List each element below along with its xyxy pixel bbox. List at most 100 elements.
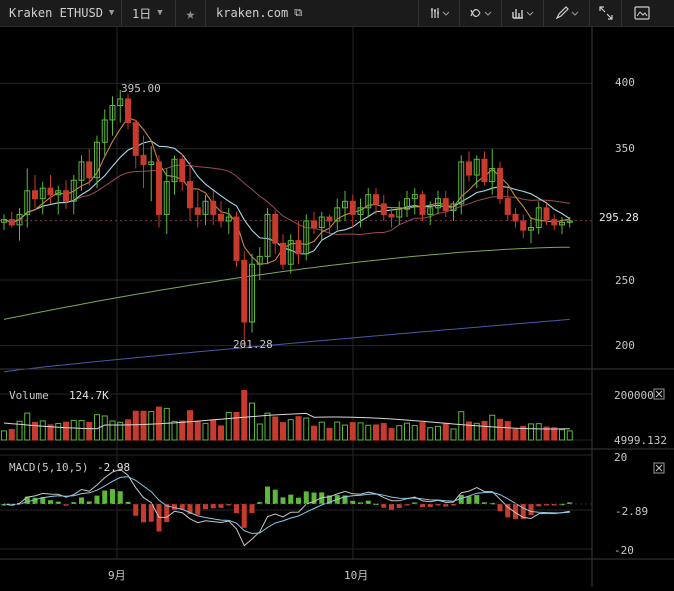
candle-body [16,213,23,226]
price-pane [1,89,573,373]
candle-body [8,219,15,226]
close-macd-icon[interactable] [653,462,665,474]
volume-bar [1,430,7,441]
volume-bar [264,412,271,441]
candle-body [117,98,124,107]
candle-body [280,242,286,265]
candle-body [466,161,472,176]
candle-body [264,213,271,257]
macd-histogram-bar [474,495,480,504]
bar-style-button[interactable] [418,0,460,26]
chart-type-button[interactable] [502,0,544,26]
chart-area[interactable]: 400 350 250 200 295.28 395.00 201.28 Vol… [0,27,674,587]
macd-histogram-bar [48,500,53,504]
volume-bar [187,410,193,441]
volume-bar [218,425,224,441]
candle-body [109,105,116,121]
volume-bar [86,421,93,441]
volume-bar [311,425,317,441]
macd-histogram-bar [148,504,154,522]
candle-body [435,198,441,209]
price-tick: 250 [615,274,635,287]
time-tick: 10月 [344,569,368,582]
interval-selector[interactable]: 1日 ▼ [122,0,176,26]
candle-body [535,207,542,229]
macd-title: MACD(5,10,5) [9,461,88,474]
macd-histogram-bar [303,491,309,504]
candle-body [334,207,341,222]
macd-histogram-bar [55,501,61,504]
candle-body [163,181,170,215]
macd-histogram-bar [133,504,139,516]
candle-body [326,216,333,222]
candle-body [171,158,178,183]
candle-body [218,213,224,222]
macd-histogram-bar [412,502,418,504]
volume-bar [380,423,387,441]
star-icon[interactable]: ★ [176,0,206,26]
macd-tick: -2.89 [615,505,648,518]
chevron-down-icon: ▼ [108,8,115,18]
volume-bar [287,419,294,441]
macd-histogram-bar [218,504,224,508]
volume-bar [63,421,69,441]
volume-bar [210,419,217,441]
fullscreen-icon [598,6,613,20]
candle-body [1,219,7,223]
volume-bar [566,430,573,441]
macd-histogram-bar [280,497,286,504]
bar-style-icon [431,8,449,18]
candle-body [427,207,434,215]
macd-histogram-bar [234,504,239,514]
volume-bar [132,410,139,441]
moving-average-longer [3,246,570,320]
volume-bar [411,425,418,441]
macd-histogram-bar [551,504,557,506]
candle-body [396,208,403,218]
close-volume-icon[interactable] [653,388,665,400]
site-link[interactable]: kraken.com ⧉ [206,0,418,26]
volume-bar [326,427,333,441]
macd-histogram-bar [396,504,402,509]
volume-bar [551,427,558,441]
symbol-selector[interactable]: Kraken ETHUSD ▼ [0,0,122,26]
macd-histogram-bar [195,504,201,515]
macd-histogram-bar [86,501,92,504]
chevron-down-icon: ▼ [157,8,163,18]
price-chart[interactable]: 400 350 250 200 295.28 395.00 201.28 Vol… [0,27,674,587]
volume-bar [559,429,565,441]
macd-histogram-bar [203,504,208,510]
indicators-button[interactable] [460,0,502,26]
candle-body [559,221,565,226]
macd-histogram-bar [482,502,487,504]
candle-body [512,213,519,222]
last-price-label: 295.28 [599,211,639,224]
candle-body [202,200,209,215]
candle-body [140,154,147,166]
candle-body [528,227,534,231]
draw-button[interactable] [544,0,590,26]
macd-histogram-bar [125,501,131,504]
volume-bar [241,390,248,441]
moving-average-long [3,164,570,236]
macd-histogram-bar [179,504,185,510]
candle-body [241,259,248,323]
fullscreen-button[interactable] [590,0,622,26]
candle-body [156,161,162,215]
site-label: kraken.com [216,6,289,20]
macd-histogram-bar [210,504,216,509]
candle-body [543,207,550,221]
macd-histogram-bar [249,504,255,514]
volume-bar [171,420,178,441]
candle-body [349,200,356,215]
macd-histogram-bar [94,495,100,504]
volume-bar [202,422,209,441]
macd-histogram-bar [226,504,232,506]
macd-histogram-bar [497,504,503,512]
volume-bar [543,426,550,441]
candle-body [318,216,325,229]
candle-body [357,207,364,215]
volume-bar [334,421,341,441]
snapshot-button[interactable] [622,0,662,26]
candle-body [272,213,279,244]
